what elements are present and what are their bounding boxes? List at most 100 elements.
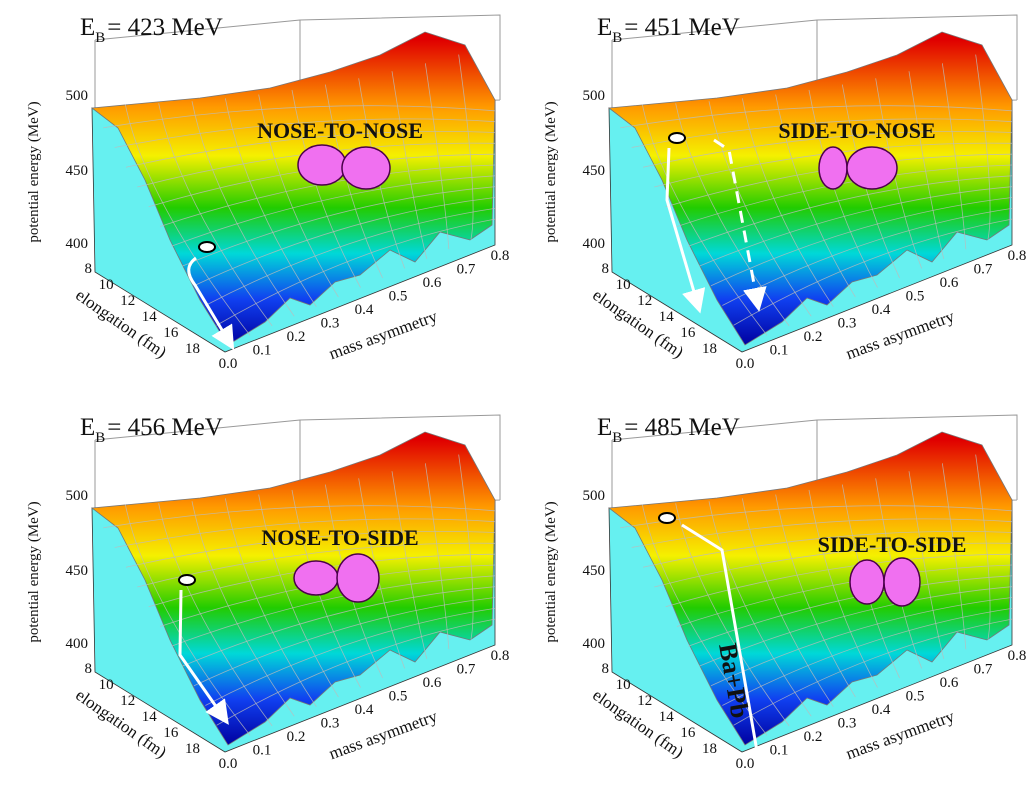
title-main: E [80,14,95,41]
mesh-line [908,471,945,659]
mesh-line [258,94,339,298]
x-tick-label: 18 [702,741,717,757]
x-tick-label: 12 [120,693,135,709]
y-tick-label: 0.3 [838,316,857,332]
z-tick-label: 500 [583,488,606,504]
mesh-line [114,518,496,548]
mesh-line [620,105,1013,129]
mesh-line [665,553,1013,608]
potential-surface [90,31,496,346]
x-tick-label: 16 [163,325,179,341]
mesh-line [941,463,967,650]
y-axis-label: mass asymmetry [843,706,957,763]
mesh-line [358,478,406,669]
nucleus [846,146,898,190]
z-axis-label: potential energy (MeV) [26,101,42,242]
x-tick-label: 10 [99,277,114,293]
start-marker [178,574,196,586]
mesh-line [182,586,496,667]
mesh-line [358,78,406,269]
y-tick-label: 0.6 [423,275,442,291]
mesh-line [182,186,496,267]
mesh-line [158,503,273,727]
mesh-line [124,104,251,336]
mesh-line [642,130,1013,168]
title-sub: B [95,430,105,446]
y-tick-label: 0.2 [287,329,306,345]
y-tick-label: 0.1 [253,343,272,359]
trajectory [665,147,706,314]
title-main: E [597,14,612,41]
mesh-line [710,597,1013,687]
mesh-line [391,71,428,259]
x-tick-label: 8 [602,261,610,277]
title-sub: B [95,30,105,46]
y-tick-label: 0.5 [906,289,925,305]
y-tick-label: 0.4 [872,302,891,318]
mesh-line [908,71,945,259]
start-marker [198,241,216,253]
mesh-line [291,89,361,288]
x-tick-label: 18 [185,341,200,357]
z-axis-label: potential energy (MeV) [26,501,42,642]
mesh-line [699,186,1013,267]
z-axis-label: potential energy (MeV) [543,501,559,642]
mesh-line [205,207,496,306]
z-tick-label: 400 [66,236,89,252]
mesh-line [224,98,317,307]
mesh-line [975,54,991,240]
nucleus [336,553,380,603]
y-tick-label: 0.5 [906,689,925,705]
y-tick-label: 0.3 [321,316,340,332]
mesh-line [741,498,834,707]
mesh-line [722,607,1013,706]
y-tick-label: 0.6 [423,675,442,691]
mesh-line [641,104,768,336]
mesh-line [733,218,1013,326]
mesh-line [216,218,496,326]
nucleus [341,146,391,190]
y-axis-label: mass asymmetry [326,306,440,363]
y-tick-label: 0.2 [804,729,823,745]
z-tick-label: 500 [66,88,89,104]
z-tick-label: 450 [66,163,89,179]
z-tick-label: 450 [583,163,606,179]
mesh-line [458,54,474,240]
mesh-line [941,63,967,250]
y-tick-label: 0.1 [253,743,272,759]
x-tick-label: 8 [602,661,610,677]
mesh-line [675,503,790,727]
y-tick-label: 0.6 [940,275,959,291]
y-tick-label: 0.6 [940,675,959,691]
y-tick-label: 0.0 [736,756,755,772]
y-tick-label: 0.8 [491,248,510,264]
potential-surface [607,431,1013,746]
mesh-line [171,575,496,647]
title-main: E [80,414,95,441]
mesh-line [808,89,878,288]
trajectory [713,138,767,312]
y-axis-label: mass asymmetry [843,306,957,363]
nucleus [297,144,347,186]
panel: EB= 451 MeV 500 450 400 potential energy (Me… [543,14,1026,372]
y-tick-label: 0.8 [1008,648,1027,664]
mesh-line [733,618,1013,726]
mesh-line [688,575,1013,647]
mesh-line [114,118,496,148]
x-tick-label: 10 [616,277,631,293]
mesh-line [642,530,1013,568]
x-tick-label: 16 [680,725,696,741]
mesh-line [708,501,812,717]
x-tick-label: 16 [680,325,696,341]
y-tick-label: 0.1 [770,343,789,359]
mesh-line [391,471,428,659]
y-tick-label: 0.2 [804,329,823,345]
mesh-line [191,501,295,717]
title-sub: B [612,430,622,446]
x-tick-label: 12 [120,293,135,309]
title-rest: = 456 MeV [107,414,222,441]
x-tick-label: 16 [163,725,179,741]
mesh-line [258,494,339,698]
z-tick-label: 500 [66,488,89,504]
